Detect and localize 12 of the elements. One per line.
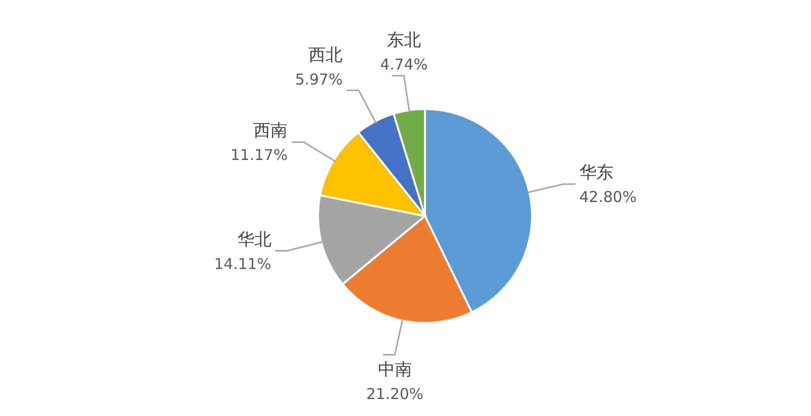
data-label: 42.80% xyxy=(579,188,637,206)
slice-label: 华北 xyxy=(237,230,272,250)
slice-label: 华东 xyxy=(579,163,614,184)
data-label: 21.20% xyxy=(366,384,424,403)
slice-label: 东北 xyxy=(386,30,421,51)
data-label: 4.74% xyxy=(380,56,428,74)
slice-label: 中南 xyxy=(378,360,412,380)
data-label: 11.17% xyxy=(230,146,288,164)
slice-label: 西北 xyxy=(308,45,343,66)
slice-label: 西南 xyxy=(254,121,288,142)
data-label: 14.11% xyxy=(214,254,272,273)
data-label: 5.97% xyxy=(295,70,343,88)
